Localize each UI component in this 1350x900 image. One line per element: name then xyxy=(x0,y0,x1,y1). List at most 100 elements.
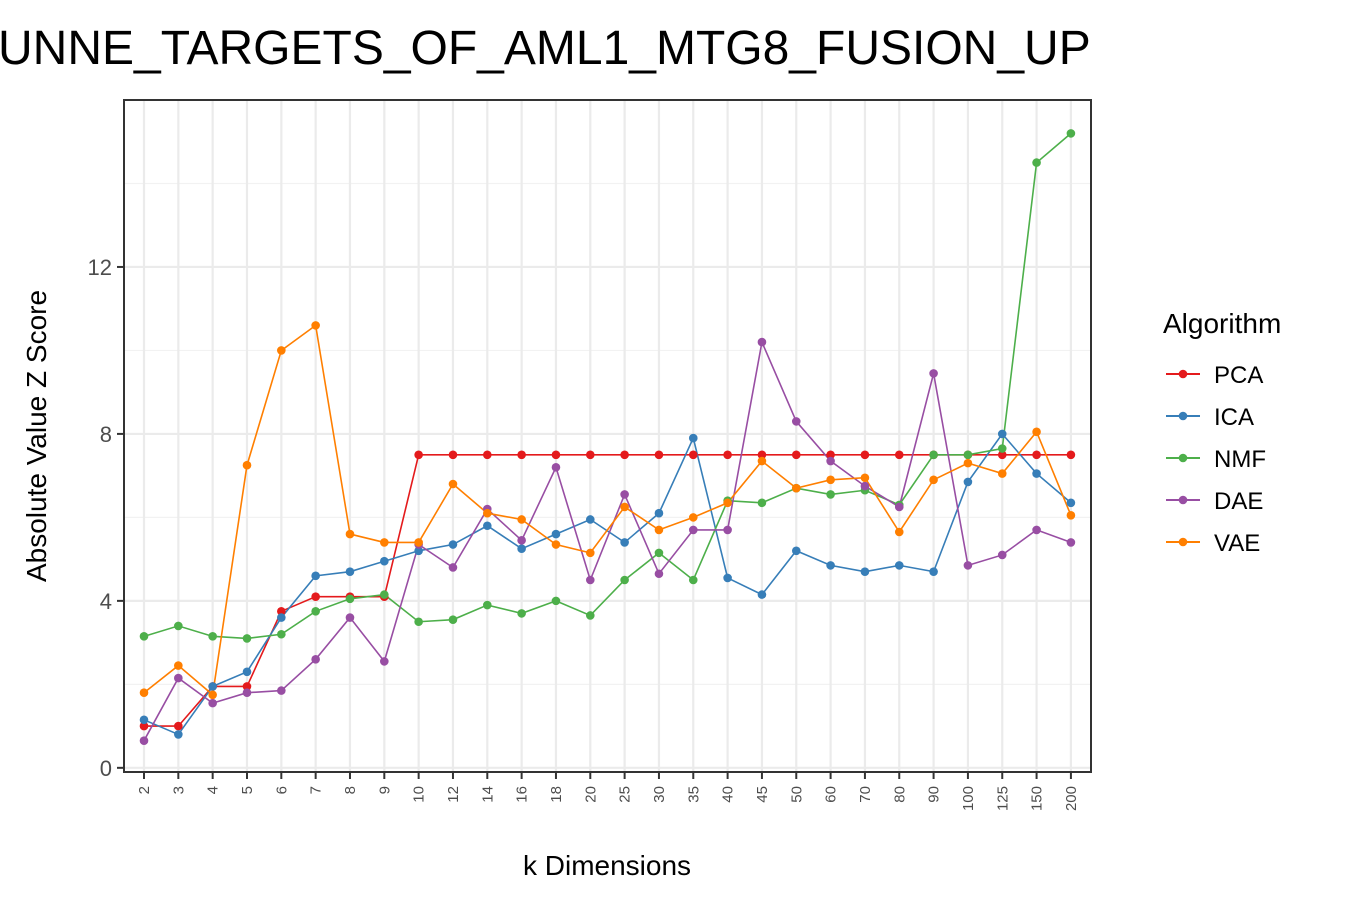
data-point-nmf xyxy=(139,632,149,641)
y-tick-label: 8 xyxy=(100,422,112,447)
data-point-ica xyxy=(654,508,664,518)
data-point-vae xyxy=(242,460,252,470)
data-point-vae xyxy=(448,479,458,489)
data-point-nmf xyxy=(380,590,389,599)
data-point-nmf xyxy=(963,450,973,460)
data-point-dae xyxy=(997,550,1007,560)
data-point-vae xyxy=(654,525,664,535)
data-point-vae xyxy=(791,483,801,493)
x-tick-label: 14 xyxy=(479,786,496,803)
x-tick-label: 125 xyxy=(994,786,1011,811)
data-point-dae xyxy=(517,536,526,545)
data-point-nmf xyxy=(826,490,835,499)
data-point-dae xyxy=(1032,525,1041,535)
legend-marker xyxy=(1178,369,1188,379)
legend-item-pca: PCA xyxy=(1166,362,1263,389)
data-point-pca xyxy=(826,450,835,460)
data-point-dae xyxy=(139,736,149,745)
data-point-ica xyxy=(380,556,389,566)
data-point-dae xyxy=(174,673,183,683)
data-point-nmf xyxy=(517,609,526,618)
data-point-vae xyxy=(311,321,320,330)
x-tick-label: 10 xyxy=(411,786,428,803)
data-point-dae xyxy=(1066,538,1076,547)
data-point-nmf xyxy=(208,632,217,641)
data-point-ica xyxy=(345,567,355,576)
x-tick-label: 3 xyxy=(170,786,187,794)
data-point-dae xyxy=(242,688,252,697)
data-point-dae xyxy=(757,337,767,347)
data-point-vae xyxy=(1032,427,1041,437)
data-point-pca xyxy=(277,607,286,616)
legend-label: VAE xyxy=(1214,530,1260,557)
data-point-ica xyxy=(791,546,801,556)
legend-marker xyxy=(1178,411,1188,421)
legend: Algorithm PCA ICA NMF DAE VAE xyxy=(1163,308,1281,557)
data-point-pca xyxy=(483,450,492,460)
data-point-ica xyxy=(1066,498,1076,508)
data-point-dae xyxy=(380,657,389,666)
x-tick-label: 8 xyxy=(342,786,359,794)
legend-label: DAE xyxy=(1214,488,1263,515)
x-tick-label: 18 xyxy=(548,786,565,803)
x-tick-label: 80 xyxy=(891,786,908,803)
data-point-pca xyxy=(174,721,183,731)
data-point-pca xyxy=(551,450,561,460)
data-point-nmf xyxy=(688,575,698,585)
data-point-ica xyxy=(860,567,870,576)
data-point-ica xyxy=(723,573,732,583)
data-point-vae xyxy=(688,513,698,522)
x-tick-label: 45 xyxy=(754,786,771,803)
data-point-nmf xyxy=(174,621,183,631)
data-point-vae xyxy=(997,469,1007,478)
data-point-pca xyxy=(585,450,595,460)
data-point-nmf xyxy=(345,594,355,604)
data-point-pca xyxy=(1032,450,1041,460)
data-point-vae xyxy=(585,548,595,558)
data-point-dae xyxy=(277,686,286,695)
data-point-ica xyxy=(414,546,423,556)
legend-title: Algorithm xyxy=(1163,308,1281,339)
x-tick-label: 7 xyxy=(308,786,325,794)
x-tick-label: 200 xyxy=(1063,786,1080,811)
data-point-dae xyxy=(723,525,732,535)
data-point-pca xyxy=(242,682,252,691)
data-point-dae xyxy=(311,655,320,664)
data-point-pca xyxy=(997,450,1007,460)
data-point-nmf xyxy=(757,498,767,508)
x-tick-label: 70 xyxy=(857,786,874,803)
legend-item-ica: ICA xyxy=(1166,404,1254,431)
data-point-dae xyxy=(448,563,458,572)
x-tick-label: 60 xyxy=(823,786,840,803)
data-point-nmf xyxy=(551,596,561,606)
legend-label: ICA xyxy=(1214,404,1254,431)
data-point-vae xyxy=(139,688,149,697)
data-point-pca xyxy=(860,450,870,460)
x-tick-label: 40 xyxy=(720,786,737,803)
data-point-vae xyxy=(277,346,286,355)
plot-background xyxy=(124,100,1091,772)
y-axis-title: Absolute Value Z Score xyxy=(21,290,52,582)
plot-border xyxy=(123,99,1092,773)
data-point-vae xyxy=(620,502,629,512)
legend-item-nmf: NMF xyxy=(1166,446,1266,473)
data-point-nmf xyxy=(483,600,492,610)
data-point-ica xyxy=(139,715,149,725)
legend-marker xyxy=(1178,453,1188,463)
data-point-ica xyxy=(208,682,217,691)
data-point-dae xyxy=(929,369,938,378)
data-point-pca xyxy=(517,450,526,460)
data-point-dae xyxy=(688,525,698,535)
plot-area xyxy=(123,99,1092,773)
data-point-dae xyxy=(860,481,870,491)
data-point-vae xyxy=(551,540,561,549)
x-tick-label: 5 xyxy=(239,786,256,794)
data-point-ica xyxy=(517,544,526,553)
data-point-vae xyxy=(414,538,423,547)
series-line-pca xyxy=(144,453,1071,727)
data-point-dae xyxy=(345,613,355,622)
data-point-dae xyxy=(620,490,629,499)
series-line-nmf xyxy=(143,132,1072,640)
data-point-ica xyxy=(551,529,561,539)
